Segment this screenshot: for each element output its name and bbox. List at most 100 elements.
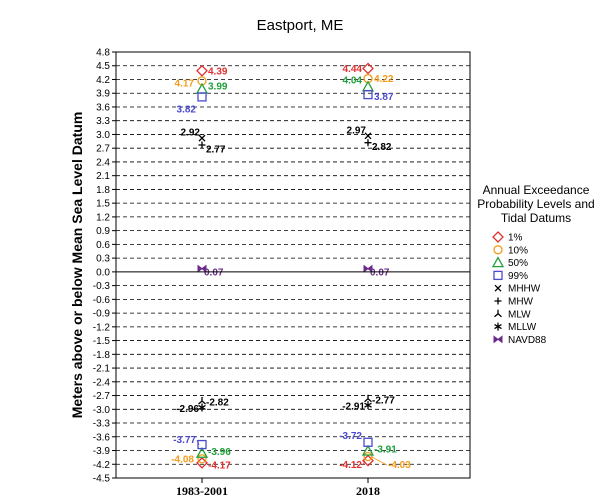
marker-mlw <box>198 397 206 405</box>
marker-99pct <box>363 437 373 447</box>
legend-entry: MLLW <box>508 322 537 333</box>
marker-50pct <box>195 446 209 458</box>
y-tick-label: 3.9 <box>96 89 110 100</box>
y-tick-label: 4.2 <box>96 75 110 86</box>
data-label: 2.92 <box>181 128 201 139</box>
marker-mllw <box>198 403 206 412</box>
y-tick-label: 2.7 <box>96 144 110 155</box>
legend-entry: MHW <box>508 297 534 308</box>
data-label: -3.91 <box>374 444 397 455</box>
legend-marker <box>494 322 502 331</box>
data-label: 2.97 <box>347 125 367 136</box>
y-tick-label: 0.0 <box>96 267 110 278</box>
y-tick-label: 1.8 <box>96 185 110 196</box>
marker-50pct <box>361 444 375 456</box>
data-label: -4.17 <box>208 460 231 471</box>
y-tick-label: -2.7 <box>93 391 111 402</box>
data-label: 4.44 <box>343 64 363 75</box>
y-tick-label: 0.3 <box>96 254 110 265</box>
legend-title: Annual Exceedance <box>483 183 590 197</box>
data-label: -2.77 <box>372 395 395 406</box>
data-label: -4.03 <box>388 460 411 471</box>
y-tick-label: 1.5 <box>96 199 110 210</box>
y-tick-label: -3.3 <box>93 419 111 430</box>
marker-10pct <box>197 454 207 464</box>
marker-mlw <box>364 394 372 403</box>
y-tick-label: -4.5 <box>93 474 111 485</box>
y-tick-label: -0.3 <box>93 281 111 292</box>
y-tick-label: -1.2 <box>93 322 111 333</box>
y-tick-label: 0.6 <box>96 240 110 251</box>
y-tick-label: -2.1 <box>93 364 111 375</box>
legend-entry: NAVD88 <box>508 335 547 346</box>
y-tick-label: 2.1 <box>96 171 110 182</box>
legend-marker <box>493 245 503 255</box>
y-axis-label: Meters above or below Mean Sea Level Dat… <box>69 112 85 419</box>
chart-title: Eastport, ME <box>257 17 344 34</box>
legend-title: Probability Levels and <box>477 197 594 211</box>
data-labels: 4.39 4.44 -4.17 -4.12 4.17 4.22 -4.08 -4.03 3.99… <box>171 64 411 471</box>
data-label: -4.08 <box>171 454 194 465</box>
data-label: -2.82 <box>206 398 229 409</box>
legend-marker <box>492 231 504 243</box>
y-tick-label: -2.4 <box>93 377 111 388</box>
marker-mhhw <box>364 132 372 140</box>
data-label: -2.91 <box>342 402 365 413</box>
data-label: 4.22 <box>374 74 394 85</box>
marker-mhhw <box>198 134 206 142</box>
y-tick-label: 3.3 <box>96 116 110 127</box>
data-label: 0.07 <box>204 268 224 279</box>
marker-mllw <box>364 401 372 410</box>
plot-frame <box>115 51 471 479</box>
marker-99pct <box>197 439 207 450</box>
data-label: 3.82 <box>177 104 197 115</box>
data-label: 2.77 <box>206 144 226 155</box>
label-connector <box>370 456 388 466</box>
marker-navd88 <box>363 264 373 273</box>
marker-navd88 <box>197 264 207 273</box>
legend-entry: 99% <box>508 271 528 282</box>
legend-marker <box>491 256 505 268</box>
data-label: 3.87 <box>374 92 394 103</box>
y-tick-label: -3.9 <box>93 446 111 457</box>
y-tick-label: 2.4 <box>96 157 110 168</box>
legend-marker <box>493 335 503 344</box>
legend-entry: 10% <box>508 245 528 256</box>
marker-mhw <box>198 141 206 149</box>
y-tick-label: -3.0 <box>93 405 111 416</box>
data-markers <box>195 62 375 469</box>
legend-title: Tidal Datums <box>501 211 571 225</box>
y-tick-label: 0.9 <box>96 226 110 237</box>
grid-lines <box>116 65 470 465</box>
y-tick-label: -4.2 <box>93 460 111 471</box>
marker-1pct <box>196 64 208 77</box>
legend-entry: 50% <box>508 258 528 269</box>
y-tick-label: -1.8 <box>93 350 111 361</box>
data-label: -3.77 <box>173 435 196 446</box>
data-label: -2.96 <box>176 404 199 415</box>
legend-marker <box>493 270 503 281</box>
legend-marker <box>494 297 502 305</box>
legend-entry: MHHW <box>508 284 541 295</box>
axes: -4.5 -4.2 -3.9 -3.6 -3.3 -3.0 -2.7 -2.4 -2.1 -1.8… <box>93 48 471 498</box>
y-tick-label: -0.6 <box>93 295 111 306</box>
y-tick-label: -3.6 <box>93 432 111 443</box>
data-label: -3.72 <box>339 431 362 442</box>
data-label: 2.82 <box>372 142 392 153</box>
y-tick-label: 3.0 <box>96 130 110 141</box>
y-tick-label: 1.2 <box>96 212 110 223</box>
marker-1pct <box>362 62 374 75</box>
legend-marker <box>494 309 502 318</box>
marker-10pct <box>363 451 373 462</box>
y-tick-label: -1.5 <box>93 336 111 347</box>
y-tick-label: 4.5 <box>96 61 110 72</box>
x-tick-label: 2018 <box>356 484 380 498</box>
data-label: -3.96 <box>208 447 231 458</box>
y-tick-label: 4.8 <box>96 48 110 59</box>
legend-entry: MLW <box>508 309 531 320</box>
x-tick-label: 1983-2001 <box>176 484 228 498</box>
data-label: 0.07 <box>370 268 390 279</box>
y-tick-label: 3.6 <box>96 102 110 113</box>
